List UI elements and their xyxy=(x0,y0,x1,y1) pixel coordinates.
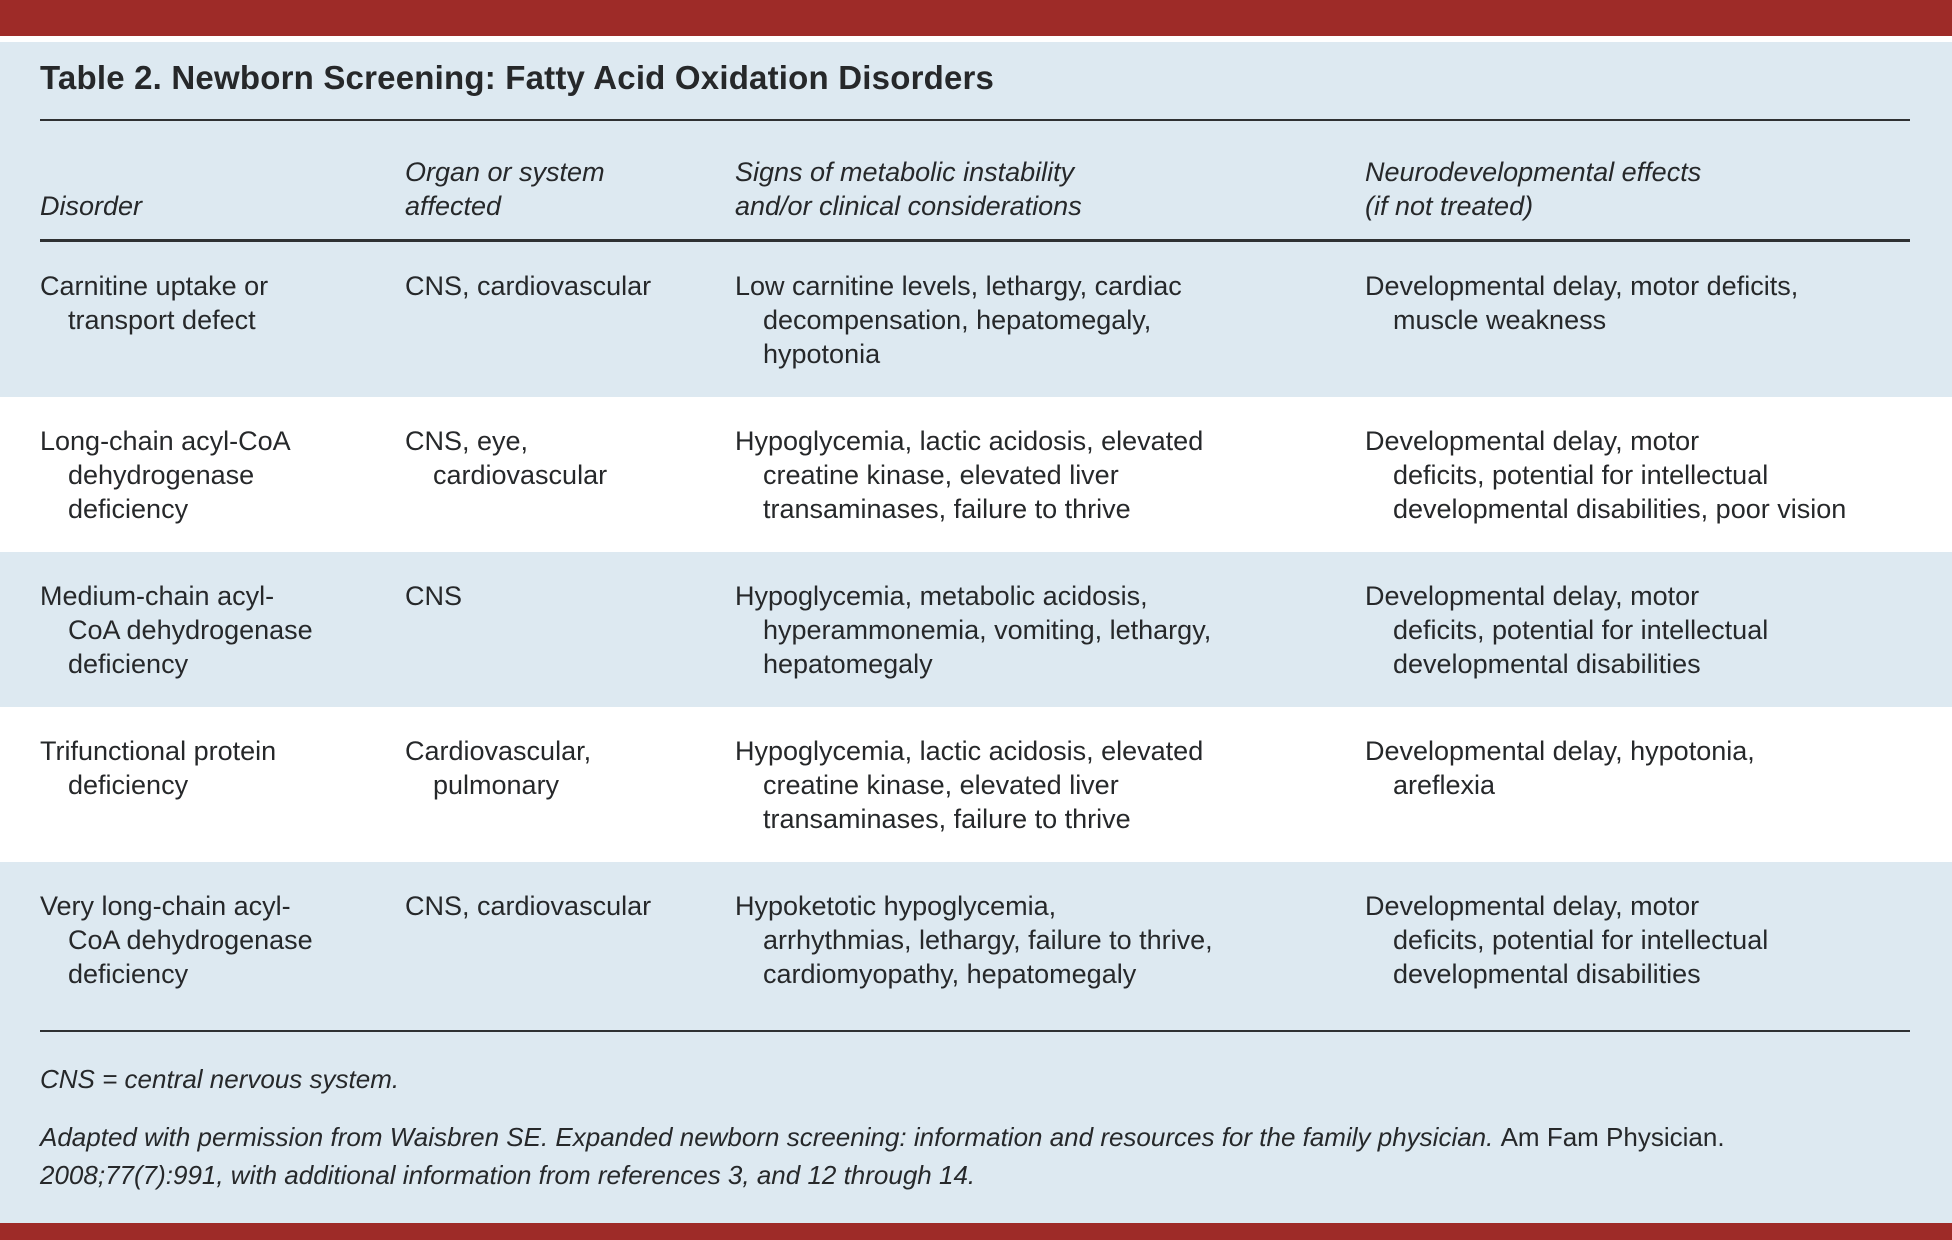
footnotes: CNS = central nervous system. Adapted wi… xyxy=(0,1032,1952,1194)
divider-under-header xyxy=(40,239,1910,242)
cell-signs: Hypoketotic hypoglycemia, arrhythmias, l… xyxy=(735,891,1213,989)
column-header-organ: Organ or system affected xyxy=(405,157,605,221)
cell-organ: CNS, cardiovascular xyxy=(405,271,652,301)
cell-neuro: Developmental delay, motor deficits, pot… xyxy=(1365,891,1769,989)
cell-organ: CNS, cardiovascular xyxy=(405,891,652,921)
cell-organ: CNS xyxy=(405,581,463,611)
cell-disorder: Carnitine uptake or transport defect xyxy=(40,271,269,335)
cell-neuro: Developmental delay, motor deficits, pot… xyxy=(1365,426,1847,524)
table-row: Medium-chain acyl- CoA dehydrogenase def… xyxy=(0,552,1952,707)
cell-neuro: Developmental delay, motor deficits, mus… xyxy=(1365,271,1799,335)
cell-disorder: Trifunctional protein deficiency xyxy=(40,736,277,800)
cell-disorder: Long-chain acyl-CoA dehydrogenase defici… xyxy=(40,426,291,524)
table-row: Long-chain acyl-CoA dehydrogenase defici… xyxy=(0,397,1952,552)
cell-neuro: Developmental delay, hypotonia, areflexi… xyxy=(1365,736,1755,800)
attribution-citation-text: 2008;77(7):991, with additional informat… xyxy=(40,1160,976,1190)
cell-signs: Hypoglycemia, metabolic acidosis, hypera… xyxy=(735,581,1212,679)
top-accent-bar xyxy=(0,0,1952,36)
abbreviation-note: CNS = central nervous system. xyxy=(40,1064,400,1094)
column-header-neuro: Neurodevelopmental effects (if not treat… xyxy=(1365,157,1702,221)
cell-neuro: Developmental delay, motor deficits, pot… xyxy=(1365,581,1769,679)
column-header-signs: Signs of metabolic instability and/or cl… xyxy=(735,157,1082,221)
table-row: Trifunctional protein deficiency Cardiov… xyxy=(0,707,1952,862)
cell-signs: Hypoglycemia, lactic acidosis, elevated … xyxy=(735,426,1204,524)
cell-disorder: Very long-chain acyl- CoA dehydrogenase … xyxy=(40,891,313,989)
divider-above-footnotes xyxy=(40,1030,1910,1032)
divider-under-title xyxy=(40,119,1910,121)
cell-signs: Hypoglycemia, lactic acidosis, elevated … xyxy=(735,736,1204,834)
bottom-accent-bar xyxy=(0,1223,1952,1240)
attribution-note: Adapted with permission from Waisbren SE… xyxy=(40,1118,1910,1194)
table-row: Carnitine uptake or transport defect CNS… xyxy=(0,242,1952,397)
cell-organ: CNS, eye, cardiovascular xyxy=(405,426,608,490)
attribution-line-1: Adapted with permission from Waisbren SE… xyxy=(40,1118,1910,1156)
cell-disorder: Medium-chain acyl- CoA dehydrogenase def… xyxy=(40,581,313,679)
table-panel: Table 2. Newborn Screening: Fatty Acid O… xyxy=(0,42,1952,1223)
attribution-source-text: Adapted with permission from Waisbren SE… xyxy=(40,1122,1501,1152)
table-row: Very long-chain acyl- CoA dehydrogenase … xyxy=(0,862,1952,1030)
attribution-journal-name: Am Fam Physician. xyxy=(1500,1122,1725,1152)
table-title: Table 2. Newborn Screening: Fatty Acid O… xyxy=(40,59,995,96)
cell-organ: Cardiovascular, pulmonary xyxy=(405,736,592,800)
table-header-row: Disorder Organ or system affected Signs … xyxy=(0,121,1952,239)
attribution-line-2: 2008;77(7):991, with additional informat… xyxy=(40,1156,1910,1194)
cell-signs: Low carnitine levels, lethargy, cardiac … xyxy=(735,271,1182,369)
column-header-disorder: Disorder xyxy=(40,191,143,221)
